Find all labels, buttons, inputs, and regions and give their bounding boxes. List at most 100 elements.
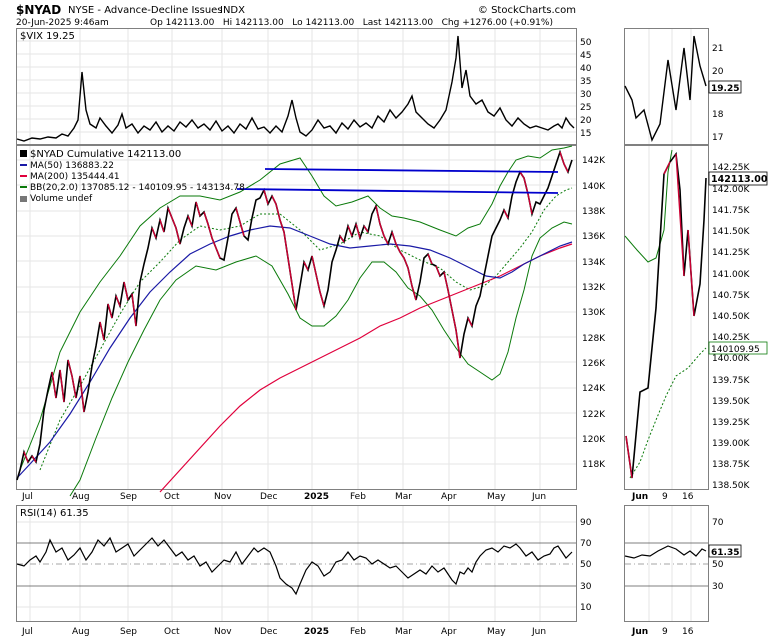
zoom-tick-12: 139.25K xyxy=(712,418,750,428)
main-tick-138k: 138K xyxy=(582,207,606,217)
legend-price-swatch xyxy=(20,150,27,157)
nyad-down-segments xyxy=(23,151,569,463)
zoom-rsi-x-16: 16 xyxy=(682,627,694,637)
legend-volume-swatch xyxy=(20,196,27,202)
grid-lines xyxy=(17,29,692,621)
x-label-rsi-aug: Aug xyxy=(72,627,90,637)
zoom-down-segments xyxy=(625,153,695,479)
zoom-rsi-tick-70: 70 xyxy=(712,518,724,528)
main-tick-130k: 130K xyxy=(582,308,606,318)
vix-tick-35: 35 xyxy=(580,77,591,87)
zoom-tick-5: 141.00K xyxy=(712,270,750,280)
vix-panel: $VIX 19.25 50 45 40 35 30 25 20 15 21 20… xyxy=(16,31,742,143)
zoom-tick-7: 140.50K xyxy=(712,312,750,322)
x-label-main-jun: Jun xyxy=(531,492,546,502)
x-label-main-feb: Feb xyxy=(350,492,366,502)
legend-ma50-swatch xyxy=(20,164,27,166)
x-label-main-oct: Oct xyxy=(164,492,180,502)
main-tick-120k: 120K xyxy=(582,435,606,445)
main-zoom-frame xyxy=(624,145,709,490)
main-tick-136k: 136K xyxy=(582,232,606,242)
x-label-main-aug: Aug xyxy=(72,492,90,502)
x-label-main-dec: Dec xyxy=(260,492,277,502)
main-tick-118k: 118K xyxy=(582,460,606,470)
zoom-tick-9: 140.00K xyxy=(712,354,750,364)
vix-zoom-tick-21: 21 xyxy=(712,44,723,54)
x-axis-rsi: Jul Aug Sep Oct Nov Dec 2025 Feb Mar Apr May Jun xyxy=(21,627,546,637)
x-label-rsi-may: May xyxy=(487,627,506,637)
price-last-value: 142113.00 xyxy=(711,174,768,185)
zoom-axis: 142.25K 142.00K 141.75K 141.50K 141.25K … xyxy=(712,163,750,491)
bb-mid-badge xyxy=(708,341,768,355)
exchange-description: NYSE - Advance-Decline Issues xyxy=(68,5,223,16)
rsi-tick-50: 50 xyxy=(580,560,592,570)
rsi-axis: 90 70 50 30 10 xyxy=(580,518,592,613)
main-tick-124k: 124K xyxy=(582,384,606,394)
x-label-main-mar: Mar xyxy=(395,492,412,502)
vix-tick-15: 15 xyxy=(580,129,591,139)
x-label-main-nov: Nov xyxy=(214,492,232,502)
vix-axis: 50 45 40 35 30 25 20 15 xyxy=(580,38,592,139)
legend-ma200-swatch xyxy=(20,175,27,177)
bollinger-middle-band xyxy=(39,187,573,471)
rsi-legend: RSI(14) 61.35 xyxy=(20,508,89,519)
legend-bb: BB(20,2.0) 137085.12 - 140109.95 - 14313… xyxy=(30,183,245,193)
legend-volume: Volume undef xyxy=(30,194,93,204)
copyright: © StockCharts.com xyxy=(478,5,576,16)
resistance-trendline-upper xyxy=(264,168,559,173)
zoom-rsi-line xyxy=(624,545,707,559)
x-label-main-sep: Sep xyxy=(120,492,137,502)
x-label-rsi-2025: 2025 xyxy=(304,627,329,637)
zoom-tick-6: 140.75K xyxy=(712,291,750,301)
index-tag: INDX xyxy=(220,5,245,16)
main-legend: $NYAD Cumulative 142113.00 MA(50) 136883… xyxy=(20,149,245,204)
main-axis: 142K 140K 138K 136K 134K 132K 130K 128K … xyxy=(582,156,606,470)
x-label-main-jul: Jul xyxy=(21,492,33,502)
main-tick-140k: 140K xyxy=(582,182,606,192)
main-tick-134k: 134K xyxy=(582,258,606,268)
zoom-rsi-tick-50: 50 xyxy=(712,560,724,570)
zoom-tick-1: 142.00K xyxy=(712,185,750,195)
legend-bb-swatch xyxy=(20,186,27,188)
x-axis-main: Jul Aug Sep Oct Nov Dec 2025 Feb Mar Apr May Jun xyxy=(21,492,546,502)
x-label-rsi-dec: Dec xyxy=(260,627,277,637)
vix-tick-40: 40 xyxy=(580,64,592,74)
rsi-panel-frame xyxy=(16,505,577,622)
x-label-rsi-oct: Oct xyxy=(164,627,180,637)
vix-tick-50: 50 xyxy=(580,38,592,48)
zoom-tick-4: 141.25K xyxy=(712,248,750,258)
zoom-tick-2: 141.75K xyxy=(712,206,750,216)
rsi-series-line xyxy=(16,536,573,596)
x-label-rsi-mar: Mar xyxy=(395,627,412,637)
main-tick-126k: 126K xyxy=(582,359,606,369)
vix-last-badge xyxy=(708,80,742,94)
zoom-tick-11: 139.50K xyxy=(712,397,750,407)
x-label-main-apr: Apr xyxy=(441,492,457,502)
zoom-rsi-x-jun: Jun xyxy=(631,627,648,637)
vix-last-value: 19.25 xyxy=(711,84,739,94)
vix-tick-25: 25 xyxy=(580,103,591,113)
zoom-bb-middle xyxy=(629,347,707,479)
zoom-x-16: 16 xyxy=(682,492,694,502)
zoom-tick-13: 139.00K xyxy=(712,439,750,449)
vix-zoom-tick-20: 20 xyxy=(712,67,724,77)
datetime: 20-Jun-2025 9:46am xyxy=(16,18,109,28)
x-label-rsi-sep: Sep xyxy=(120,627,137,637)
zoom-rsi-x-9: 9 xyxy=(662,627,668,637)
x-label-rsi-feb: Feb xyxy=(350,627,366,637)
zoom-tick-15: 138.50K xyxy=(712,481,750,491)
vix-tick-45: 45 xyxy=(580,51,591,61)
ma50-line xyxy=(16,225,573,479)
x-label-rsi-jul: Jul xyxy=(21,627,33,637)
rsi-panel: RSI(14) 61.35 90 70 50 30 10 70 50 30 61… xyxy=(16,508,742,613)
vix-legend: $VIX 19.25 xyxy=(20,31,75,42)
main-tick-142k: 142K xyxy=(582,156,606,166)
zoom-tick-14: 138.75K xyxy=(712,460,750,470)
legend-ma200: MA(200) 135444.41 xyxy=(30,172,120,182)
zoom-x-axis: Jun 9 16 Jun 9 16 xyxy=(631,492,694,637)
vix-panel-frame xyxy=(16,28,577,145)
vix-tick-20: 20 xyxy=(580,116,592,126)
zoom-rsi-tick-30: 30 xyxy=(712,582,724,592)
vix-series-line xyxy=(16,35,575,142)
